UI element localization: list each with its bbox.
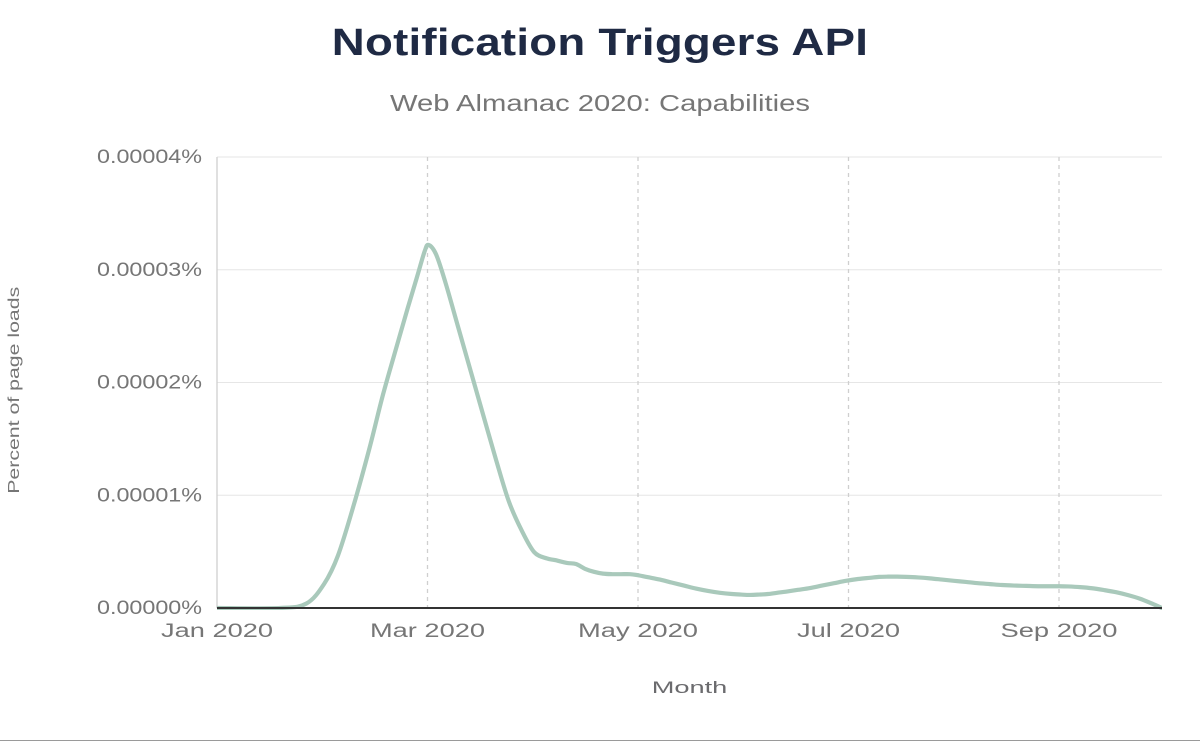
svg-text:0.00000%: 0.00000% — [97, 598, 202, 619]
svg-text:0.00003%: 0.00003% — [97, 260, 202, 281]
svg-text:0.00002%: 0.00002% — [97, 373, 202, 394]
svg-text:May 2020: May 2020 — [578, 621, 698, 642]
svg-text:Jan 2020: Jan 2020 — [161, 621, 273, 642]
svg-text:Jul 2020: Jul 2020 — [797, 621, 900, 642]
svg-text:Mar 2020: Mar 2020 — [370, 621, 485, 642]
svg-text:Sep 2020: Sep 2020 — [1001, 621, 1118, 642]
svg-text:0.00001%: 0.00001% — [97, 485, 202, 506]
svg-text:0.00004%: 0.00004% — [97, 147, 202, 168]
